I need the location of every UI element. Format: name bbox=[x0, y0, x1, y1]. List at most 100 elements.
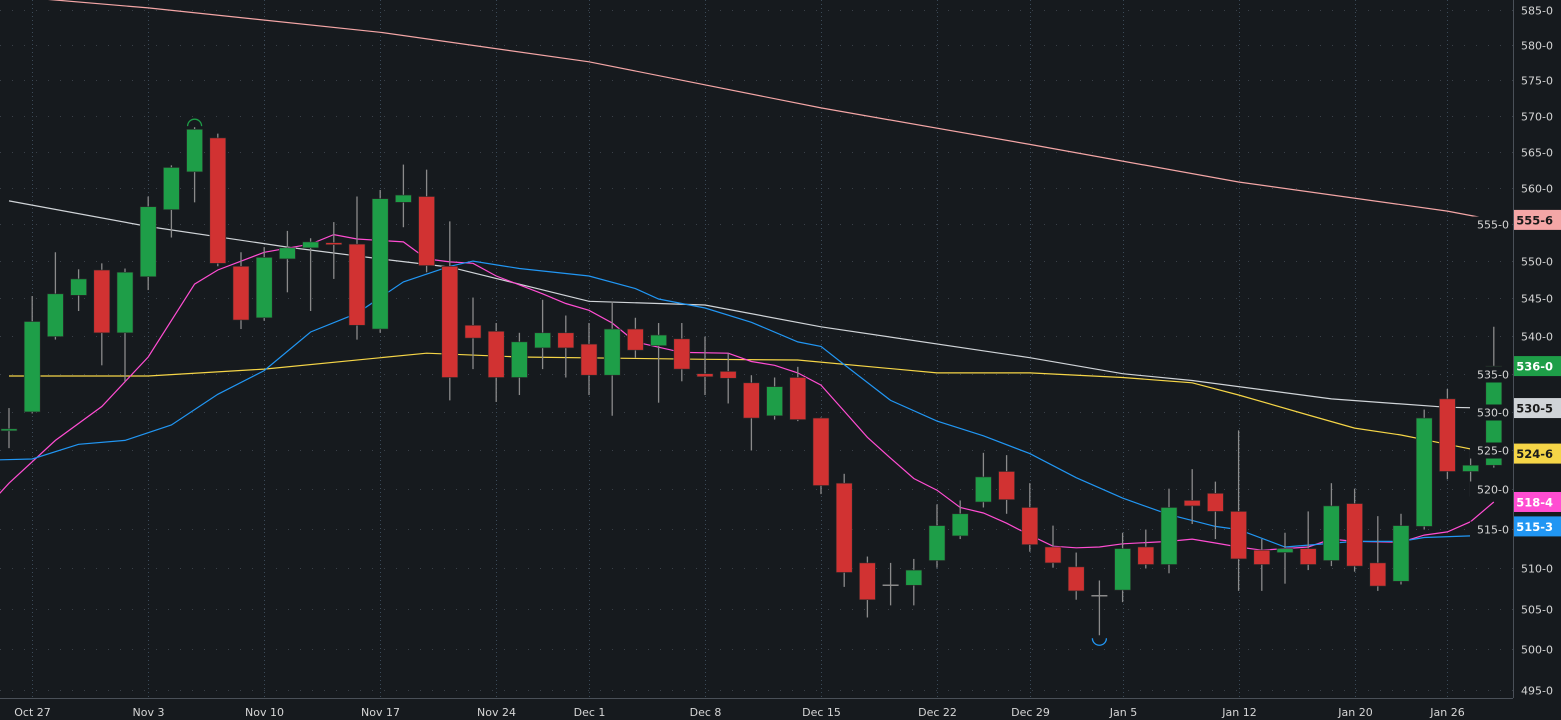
candle-body bbox=[1137, 546, 1155, 565]
candle bbox=[673, 323, 691, 382]
candle-body bbox=[116, 271, 134, 334]
candle bbox=[1253, 539, 1271, 591]
candle bbox=[580, 323, 598, 396]
last-price-label-bg bbox=[1514, 356, 1561, 377]
candle-body bbox=[23, 321, 41, 413]
candle-body bbox=[209, 137, 227, 264]
candle bbox=[395, 164, 412, 228]
ma-yellow-price-label-bg bbox=[1514, 443, 1561, 464]
candle-body bbox=[603, 328, 621, 376]
ma-magenta-price-label: 518-4 bbox=[1516, 495, 1553, 509]
candle-body bbox=[557, 332, 575, 349]
candle-body bbox=[1160, 507, 1178, 565]
x-tick-label: Dec 29 bbox=[1011, 706, 1050, 719]
ma-salmon-line bbox=[47, 0, 1494, 221]
x-tick-label: Jan 20 bbox=[1337, 706, 1372, 719]
candle-body bbox=[487, 330, 505, 378]
candle bbox=[1415, 409, 1433, 530]
candle bbox=[93, 263, 111, 366]
candle bbox=[464, 297, 482, 370]
last-price-label: 536-0 bbox=[1516, 360, 1553, 374]
candle-body bbox=[789, 377, 807, 420]
candle-body bbox=[232, 266, 250, 321]
candle-body bbox=[279, 247, 296, 260]
candle bbox=[511, 332, 528, 396]
candle-body bbox=[371, 198, 389, 330]
candle bbox=[1137, 529, 1155, 569]
candle bbox=[928, 504, 946, 568]
y-tick-label-bg bbox=[1470, 366, 1512, 383]
candles bbox=[0, 127, 1503, 636]
candle-body bbox=[1369, 562, 1387, 587]
x-tick-label: Oct 27 bbox=[14, 706, 51, 719]
high-marker-icon bbox=[186, 118, 203, 127]
y-tick-label: 495-0 bbox=[1521, 685, 1553, 698]
x-tick-label: Dec 22 bbox=[918, 706, 957, 719]
ma-magenta-price-label-bg bbox=[1514, 491, 1561, 512]
x-tick-label: Dec 8 bbox=[690, 706, 722, 719]
candle bbox=[441, 221, 459, 401]
candle bbox=[1114, 532, 1131, 603]
y-tick-label: 565-0 bbox=[1521, 147, 1553, 160]
candle bbox=[534, 299, 551, 370]
price-axis[interactable]: 585-0 580-0 575-0 570-0 565-0 560-0 555-0 550-0… bbox=[1470, 5, 1553, 698]
candle-body bbox=[302, 241, 319, 249]
low-marker-icon bbox=[1091, 638, 1108, 646]
candle-body bbox=[951, 513, 969, 537]
candle-body bbox=[696, 373, 714, 378]
time-axis[interactable]: Oct 27 Nov 3 Nov 10 Nov 17 Nov 24 Dec 1 Dec 8 D… bbox=[14, 706, 1464, 719]
candle bbox=[766, 377, 783, 420]
candle-body bbox=[418, 196, 435, 266]
candle-body bbox=[93, 269, 111, 334]
y-tick-label-bg bbox=[1470, 521, 1512, 538]
candle-body bbox=[395, 194, 412, 203]
y-tick-label: 555-0 bbox=[1477, 219, 1509, 232]
candle-body bbox=[1021, 507, 1039, 545]
candle bbox=[139, 196, 157, 291]
y-tick-label: 515-0 bbox=[1477, 524, 1509, 537]
candle-body bbox=[1276, 548, 1294, 553]
x-tick-label: Jan 5 bbox=[1109, 706, 1137, 719]
ma-yellow-price-label: 524-6 bbox=[1516, 447, 1553, 461]
candle bbox=[302, 238, 319, 312]
candle bbox=[487, 323, 505, 402]
ma-salmon-price-label-bg bbox=[1514, 209, 1561, 230]
ma-white-price-label: 530-5 bbox=[1516, 402, 1553, 416]
candle-body bbox=[580, 343, 598, 376]
x-tick-label: Dec 15 bbox=[802, 706, 841, 719]
y-tick-label: 570-0 bbox=[1521, 111, 1553, 124]
candle-body bbox=[255, 257, 273, 319]
candle-body bbox=[47, 293, 64, 337]
candle bbox=[789, 366, 807, 422]
candle-body bbox=[464, 324, 482, 339]
ma-yellow-line bbox=[9, 352, 1494, 455]
candle bbox=[0, 408, 18, 449]
candle bbox=[279, 230, 296, 293]
candle bbox=[255, 247, 273, 321]
candle bbox=[812, 417, 830, 495]
candle-body bbox=[1067, 566, 1085, 592]
candle-body bbox=[650, 334, 667, 346]
candle bbox=[1439, 388, 1456, 480]
y-tick-label: 530-0 bbox=[1477, 407, 1509, 420]
candle-body bbox=[70, 278, 87, 296]
candle bbox=[1067, 552, 1085, 600]
ma-blue-price-label-bg bbox=[1514, 516, 1561, 537]
ma-blue-price-label: 515-3 bbox=[1516, 520, 1553, 534]
candle bbox=[163, 165, 180, 238]
candle-body bbox=[1415, 417, 1433, 527]
x-tick-label: Jan 26 bbox=[1429, 706, 1464, 719]
x-tick-label: Nov 10 bbox=[245, 706, 284, 719]
y-tick-label-bg bbox=[1470, 442, 1512, 459]
candle bbox=[627, 317, 644, 358]
candle-body bbox=[859, 562, 876, 601]
candle-body bbox=[441, 266, 459, 378]
candle-body bbox=[928, 525, 946, 561]
candle-body bbox=[975, 476, 992, 503]
candle bbox=[975, 452, 992, 508]
candle bbox=[325, 222, 343, 279]
candle-body bbox=[163, 167, 180, 210]
y-tick-label: 525-0 bbox=[1477, 445, 1509, 458]
candle bbox=[719, 353, 737, 404]
